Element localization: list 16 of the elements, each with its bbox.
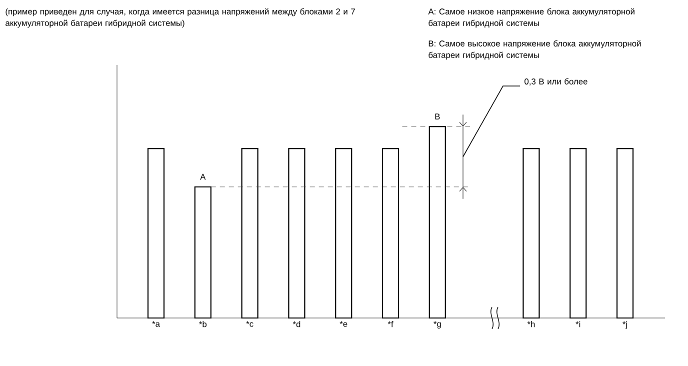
x-tick-label: *i xyxy=(576,320,580,328)
x-tick-label: *a xyxy=(152,320,160,327)
annotation: A xyxy=(200,174,206,180)
x-tick-label: *g xyxy=(434,320,441,329)
chart-title: (пример приведен для случая, когда имеется разница напряжений между блоками 2 и 7 аккумуляторной батареи гибридной системы) xyxy=(6,8,355,28)
text: A: Самое низкое напряжение блока аккумуляторной батареи гибридной системы xyxy=(428,8,634,28)
x-tick-label: *c xyxy=(246,320,254,327)
x-tick-label: *e xyxy=(340,320,348,327)
x-tick-label: *f xyxy=(388,321,394,328)
x-tick-label: *b xyxy=(199,320,207,328)
x-tick-label: *h xyxy=(527,320,535,328)
text: B: Самое высокое напряжение блока аккумуляторной батареи гибридной системы xyxy=(428,40,641,60)
annotation: B xyxy=(435,114,440,120)
x-tick-label: *d xyxy=(292,320,300,328)
text: 0,3 В или более xyxy=(524,78,588,86)
x-tick-label: *j xyxy=(622,320,628,329)
